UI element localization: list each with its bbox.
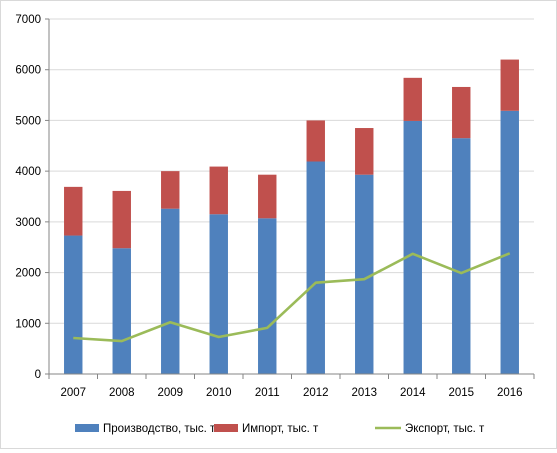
legend-label: Производство, тыс. т	[103, 423, 216, 435]
bar-production	[64, 236, 82, 374]
bar-production	[452, 138, 470, 374]
y-tick-label: 2000	[15, 268, 41, 280]
y-tick-label: 7000	[15, 14, 41, 26]
bar-production	[210, 214, 228, 374]
bar-import	[452, 87, 470, 138]
x-tick-label: 2012	[303, 387, 329, 399]
bar-import	[210, 167, 228, 215]
bar-production	[161, 209, 179, 374]
bar-import	[307, 120, 325, 161]
bar-import	[161, 171, 179, 209]
legend-label: Импорт, тыс. т	[242, 423, 319, 435]
legend-label: Экспорт, тыс. т	[405, 423, 485, 435]
x-tick-label: 2014	[400, 387, 426, 399]
bar-production	[404, 121, 422, 374]
x-tick-label: 2016	[497, 387, 523, 399]
y-tick-label: 0	[35, 369, 41, 381]
x-tick-label: 2009	[157, 387, 183, 399]
y-tick-label: 1000	[15, 318, 41, 330]
y-tick-label: 6000	[15, 65, 41, 77]
x-tick-label: 2007	[60, 387, 86, 399]
bar-import	[355, 128, 373, 175]
y-tick-label: 4000	[15, 166, 41, 178]
bar-import	[501, 60, 519, 111]
x-tick-label: 2010	[206, 387, 232, 399]
export-line	[73, 253, 510, 341]
x-tick-label: 2015	[448, 387, 474, 399]
legend-swatch	[75, 424, 99, 432]
bar-import	[258, 175, 276, 219]
bar-import	[404, 78, 422, 121]
x-tick-label: 2008	[109, 387, 135, 399]
x-tick-label: 2011	[255, 387, 280, 399]
bars	[64, 60, 519, 374]
bar-production	[258, 218, 276, 374]
bar-import	[113, 191, 131, 248]
legend-swatch	[214, 424, 238, 432]
y-tick-label: 3000	[15, 217, 41, 229]
bar-production	[307, 162, 325, 374]
lines	[73, 253, 510, 341]
y-tick-labels: 0 1000 2000 3000 4000 5000 6000 7000	[15, 14, 41, 381]
bar-import	[64, 187, 82, 236]
bar-production	[113, 248, 131, 374]
y-tick-label: 5000	[15, 115, 41, 127]
x-tick-labels: 2007 2008 2009 2010 2011 2012 2013 2014 2015 2016	[60, 387, 522, 399]
bar-production	[501, 111, 519, 374]
x-tick-label: 2013	[351, 387, 377, 399]
legend: Производство, тыс. т Импорт, тыс. т Экспор…	[75, 423, 485, 435]
